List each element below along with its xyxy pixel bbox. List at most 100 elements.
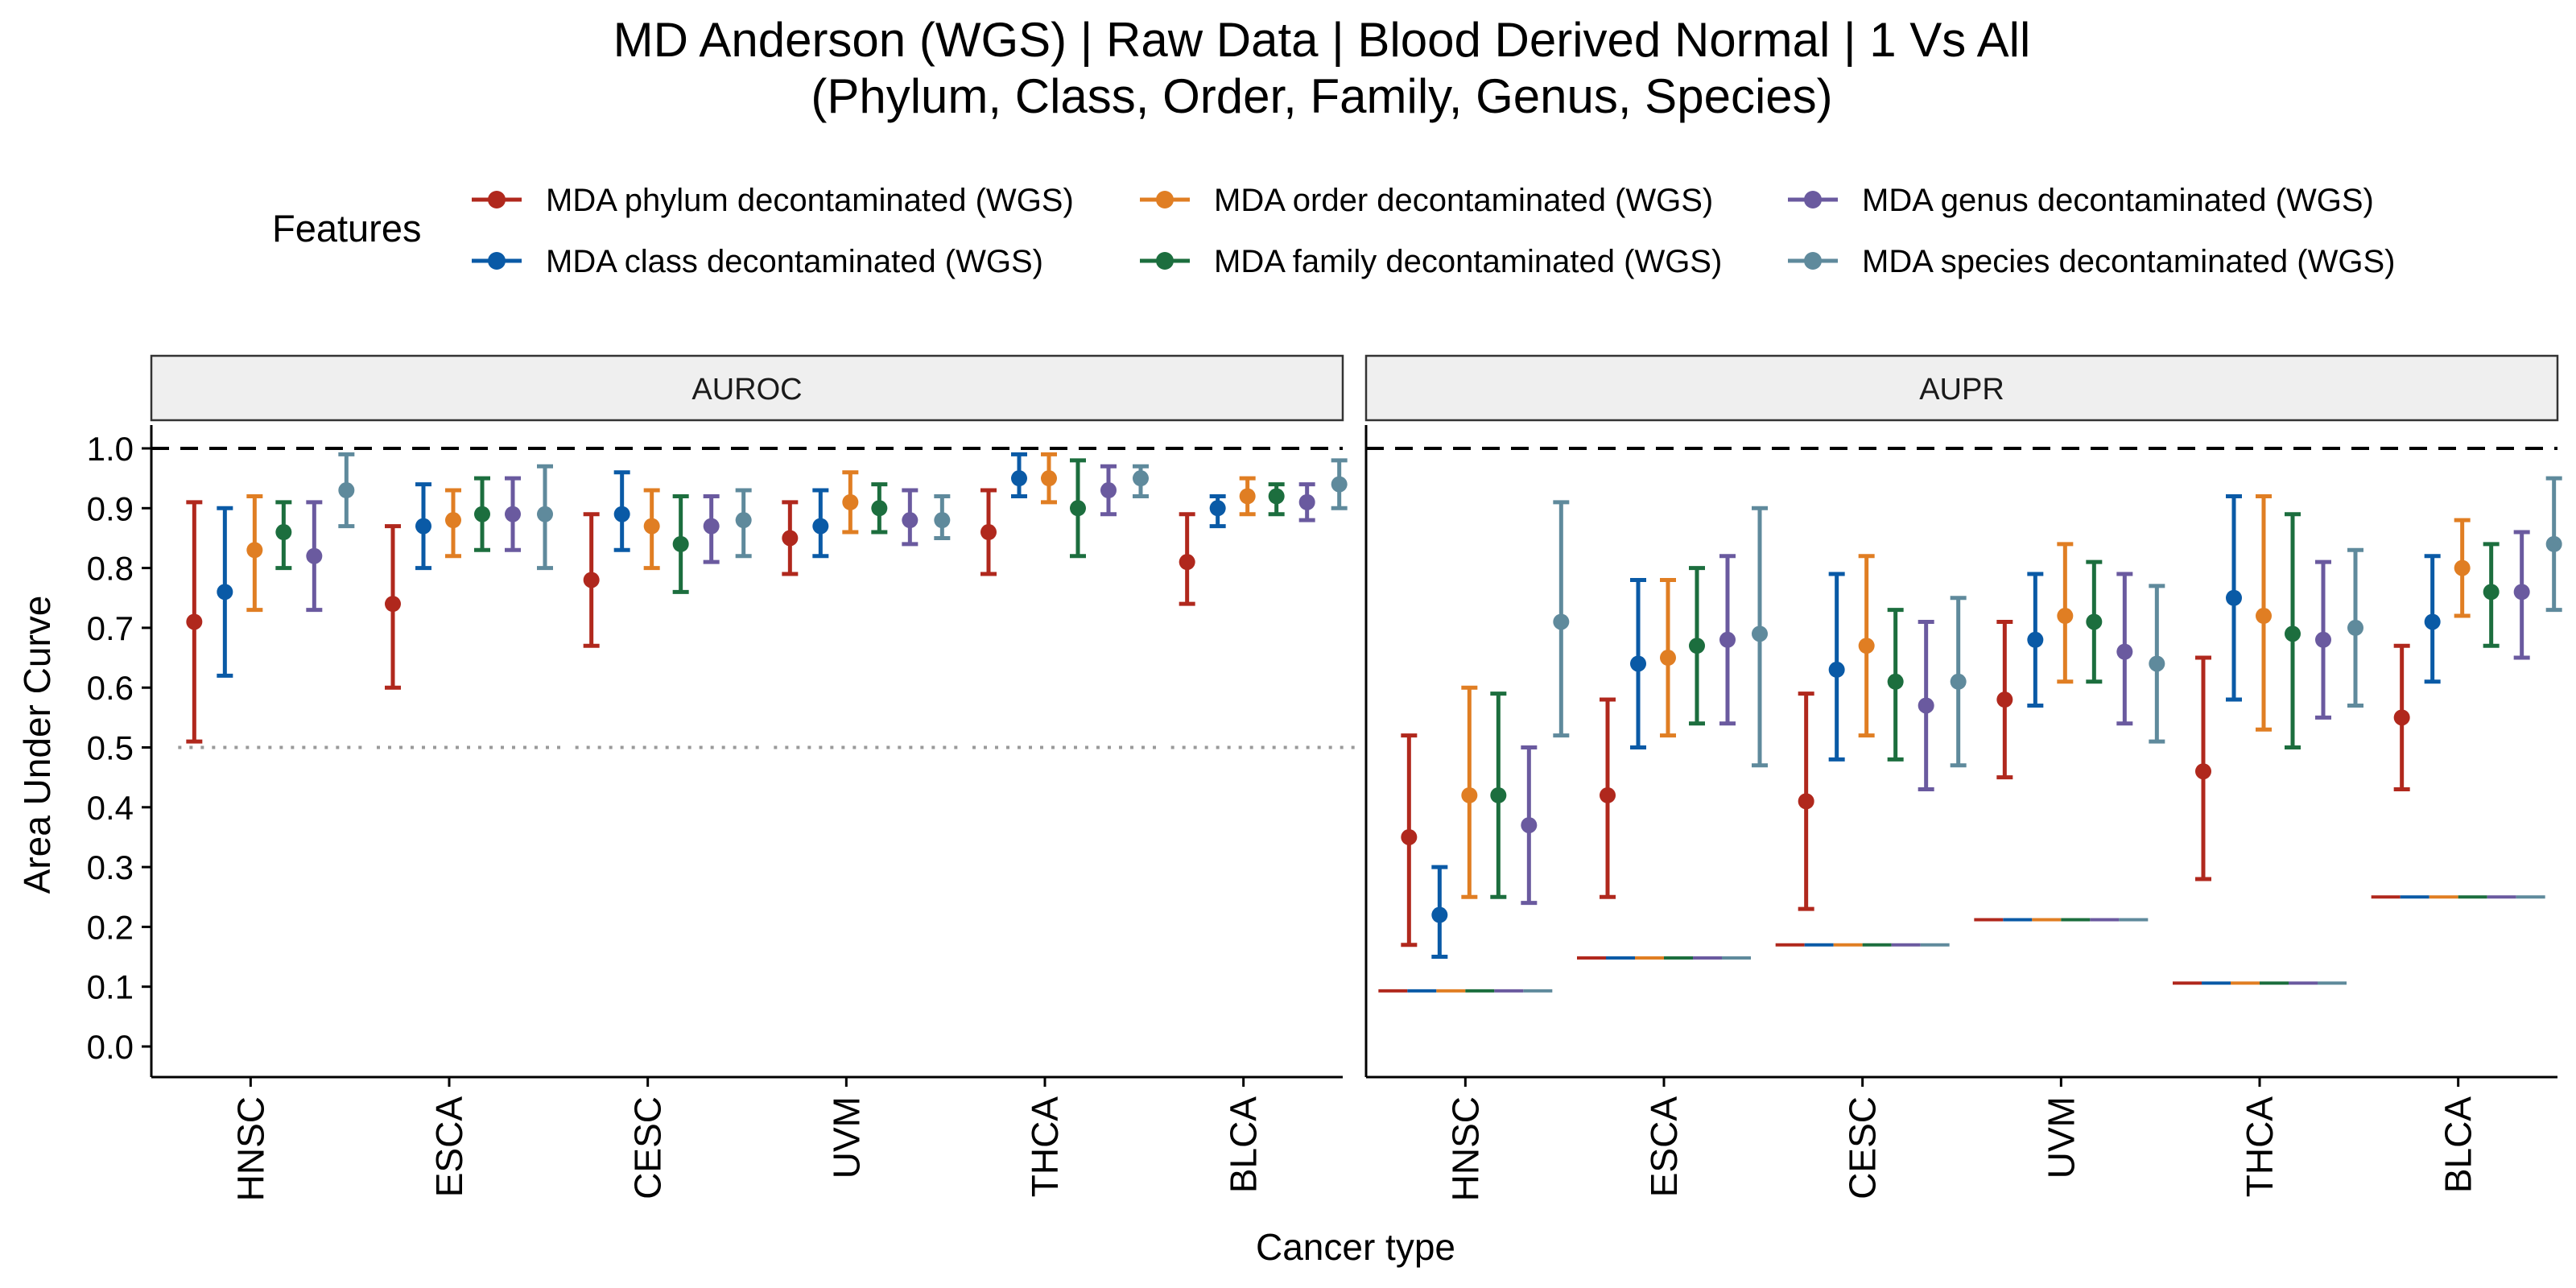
- y-tick-label-7: 0.7: [87, 609, 134, 647]
- strip-aupr: [1364, 354, 2559, 422]
- point-auroc-cesc-s5: [703, 518, 720, 535]
- point-auroc-thca-s2: [1011, 470, 1027, 487]
- point-aupr-cesc-s2: [1828, 661, 1845, 678]
- point-aupr-blca-s6: [2545, 535, 2562, 552]
- point-aupr-blca-s3: [2454, 559, 2471, 576]
- point-aupr-thca-s6: [2347, 619, 2363, 636]
- point-aupr-thca-s4: [2285, 625, 2301, 642]
- point-auroc-thca-s3: [1041, 470, 1057, 487]
- point-auroc-blca-s1: [1179, 554, 1195, 571]
- point-auroc-esca-s5: [505, 506, 521, 522]
- point-aupr-uvm-s4: [2086, 613, 2103, 630]
- point-auroc-hnsc-s2: [217, 584, 233, 601]
- x-tick-label-hnsc: HNSC: [229, 1096, 271, 1201]
- strip-auroc: [150, 354, 1344, 422]
- point-aupr-blca-s1: [2393, 709, 2410, 726]
- point-auroc-esca-s1: [385, 596, 401, 613]
- point-aupr-esca-s6: [1752, 625, 1768, 642]
- chart-title-line2: (Phylum, Class, Order, Family, Genus, Sp…: [811, 69, 1832, 123]
- x-tick-label-uvm: UVM: [2040, 1096, 2082, 1179]
- point-aupr-cesc-s1: [1798, 793, 1814, 810]
- point-auroc-thca-s5: [1100, 482, 1117, 499]
- y-tick-label-2: 0.2: [87, 908, 134, 946]
- legend-marker-2: [488, 252, 506, 270]
- x-tick-label-blca: BLCA: [1223, 1096, 1265, 1193]
- x-tick-label-thca: THCA: [1024, 1096, 1066, 1198]
- y-tick-label-3: 0.3: [87, 848, 134, 886]
- point-aupr-hnsc-s3: [1461, 786, 1478, 803]
- point-aupr-blca-s4: [2483, 584, 2500, 601]
- x-tick-label-thca: THCA: [2239, 1096, 2281, 1198]
- point-auroc-esca-s2: [415, 518, 431, 535]
- point-aupr-esca-s1: [1600, 786, 1616, 803]
- point-auroc-hnsc-s4: [275, 524, 292, 541]
- x-tick-label-esca: ESCA: [1643, 1096, 1685, 1198]
- point-aupr-cesc-s6: [1950, 673, 1967, 690]
- point-auroc-hnsc-s5: [306, 547, 323, 564]
- point-aupr-hnsc-s5: [1521, 817, 1538, 834]
- point-aupr-blca-s5: [2513, 584, 2530, 601]
- point-auroc-thca-s4: [1070, 500, 1086, 517]
- y-tick-label-6: 0.6: [87, 669, 134, 707]
- point-auroc-cesc-s3: [643, 518, 660, 535]
- y-tick-label-4: 0.4: [87, 789, 134, 827]
- point-auroc-blca-s4: [1268, 488, 1285, 505]
- legend-marker-4: [1156, 252, 1174, 270]
- point-aupr-thca-s3: [2256, 608, 2272, 625]
- legend: Features MDA phylum decontaminated (WGS)…: [272, 183, 2395, 279]
- point-auroc-esca-s3: [445, 512, 461, 529]
- x-axis-title: Cancer type: [1256, 1226, 1455, 1268]
- strip-label-auroc: AUROC: [691, 373, 802, 407]
- point-auroc-esca-s6: [537, 506, 553, 522]
- point-aupr-hnsc-s4: [1490, 786, 1507, 803]
- point-aupr-hnsc-s1: [1401, 828, 1418, 845]
- point-aupr-esca-s4: [1689, 638, 1705, 654]
- plot-area: AUROC 0.0 0.1 0.2 0.3 0.4 0.5 0.6 0.7 0.8 0.9 1.0 HN…: [87, 354, 2562, 1201]
- point-aupr-uvm-s6: [2149, 655, 2165, 672]
- point-auroc-blca-s3: [1239, 488, 1256, 505]
- y-tick-label-8: 0.8: [87, 550, 134, 588]
- point-aupr-hnsc-s6: [1553, 613, 1570, 630]
- strip-label-aupr: AUPR: [1919, 373, 2004, 407]
- y-tick-label-5: 0.5: [87, 729, 134, 767]
- point-auroc-thca-s6: [1133, 470, 1149, 487]
- point-aupr-esca-s3: [1660, 650, 1676, 667]
- point-aupr-esca-s5: [1719, 631, 1736, 648]
- legend-title: Features: [272, 207, 421, 250]
- point-aupr-uvm-s2: [2027, 631, 2044, 648]
- y-tick-label-10: 1.0: [87, 430, 134, 468]
- x-tick-label-cesc: CESC: [1842, 1096, 1884, 1199]
- point-aupr-thca-s2: [2226, 589, 2242, 606]
- point-auroc-hnsc-s6: [338, 482, 355, 499]
- x-tick-label-uvm: UVM: [825, 1096, 867, 1179]
- y-tick-label-0: 0.0: [87, 1028, 134, 1066]
- point-aupr-thca-s5: [2315, 631, 2331, 648]
- point-auroc-thca-s1: [980, 524, 997, 541]
- point-auroc-cesc-s4: [672, 535, 689, 552]
- legend-label-2: MDA class decontaminated (WGS): [546, 244, 1043, 279]
- y-tick-label-1: 0.1: [87, 968, 134, 1006]
- x-tick-label-cesc: CESC: [627, 1096, 669, 1199]
- legend-marker-3: [1156, 191, 1174, 208]
- point-aupr-esca-s2: [1630, 655, 1646, 672]
- point-auroc-cesc-s1: [583, 572, 600, 588]
- point-auroc-cesc-s6: [735, 512, 752, 529]
- point-auroc-uvm-s5: [902, 512, 919, 529]
- y-axis-title: Area Under Curve: [16, 596, 58, 894]
- point-auroc-blca-s6: [1331, 476, 1348, 493]
- point-auroc-blca-s5: [1298, 493, 1315, 510]
- point-auroc-hnsc-s3: [246, 542, 263, 559]
- x-tick-label-blca: BLCA: [2438, 1096, 2479, 1193]
- point-auroc-uvm-s6: [934, 512, 951, 529]
- point-auroc-uvm-s3: [842, 493, 859, 510]
- point-aupr-hnsc-s2: [1431, 906, 1448, 923]
- x-tick-label-esca: ESCA: [428, 1096, 470, 1198]
- legend-label-4: MDA family decontaminated (WGS): [1214, 244, 1722, 279]
- panel-auroc: AUROC 0.0 0.1 0.2 0.3 0.4 0.5 0.6 0.7 0.8 0.9 1.0 HN…: [87, 354, 1356, 1201]
- point-aupr-uvm-s3: [2057, 608, 2074, 625]
- legend-label-6: MDA species decontaminated (WGS): [1862, 244, 2395, 279]
- point-auroc-uvm-s2: [812, 518, 829, 535]
- point-aupr-blca-s2: [2424, 613, 2441, 630]
- panel-aupr: AUPR HNSC ESCA CESC UVM THCA BLCA: [1364, 354, 2562, 1201]
